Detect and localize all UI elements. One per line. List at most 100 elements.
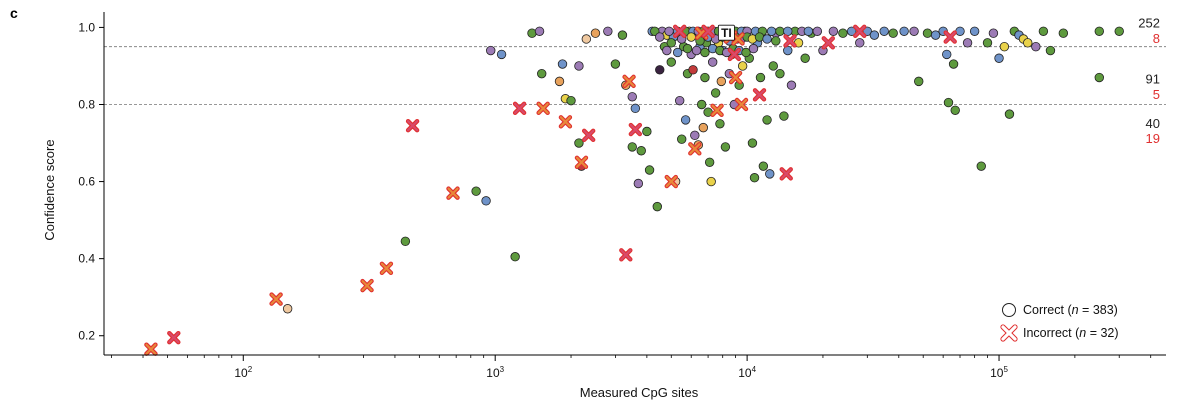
correct-point-2 [471,186,481,196]
incorrect-point-5 [405,118,420,133]
incorrect-point-25 [779,167,793,181]
incorrect-point-14 [628,122,643,137]
x-tick-label-2: 104 [738,365,756,380]
correct-point-94 [838,28,848,38]
incorrect-point-1 [167,330,181,345]
incorrect-point-23 [734,97,749,112]
correct-point-57 [707,57,718,67]
correct-point-13 [566,95,576,106]
correct-point-127 [1058,28,1069,38]
correct-point-157 [686,32,696,42]
correct-point-104 [922,28,933,38]
incorrect-point-28 [853,24,867,38]
incorrect-point-22 [728,70,743,85]
incorrect-point-0 [144,342,158,356]
correct-point-45 [688,65,698,75]
correct-point-107 [942,49,952,60]
correct-point-74 [747,138,758,148]
incorrect-point-3 [360,278,374,293]
correct-point-79 [762,115,772,125]
correct-point-173 [691,45,702,56]
correct-point-56 [706,176,716,187]
x-tick-label-1: 103 [486,365,504,380]
correct-point-128 [1094,72,1104,83]
correct-point-10 [554,76,565,87]
correct-point-81 [768,61,778,71]
correct-point-150 [775,26,785,36]
correct-point-124 [1031,41,1041,52]
correct-point-108 [943,97,954,108]
correct-point-46 [690,130,700,141]
correct-point-172 [682,43,693,54]
incorrect-point-30 [731,32,745,46]
correct-point-9 [537,68,547,79]
y-axis-label: Confidence score [42,139,57,240]
correct-point-1 [400,236,411,247]
y-tick-label-4: 0.2 [78,329,95,343]
incorrect-point-4 [379,261,394,275]
correct-point-20 [610,59,621,69]
correct-point-28 [642,126,652,137]
correct-point-26 [633,178,644,189]
correct-point-4 [486,45,496,56]
correct-point-75 [749,173,760,183]
incorrect-point-31 [701,24,715,38]
correct-point-99 [879,26,889,36]
correct-point-38 [674,95,685,106]
correct-point-130 [1114,26,1124,36]
correct-point-114 [976,161,986,171]
correct-point-97 [862,26,873,36]
correct-point-6 [510,252,520,262]
band-count-3: 5 [1153,87,1160,102]
band-count-5: 19 [1146,131,1160,146]
incorrect-point-29 [943,30,957,44]
correct-point-95 [846,26,857,36]
band-count-0: 252 [1138,16,1160,31]
correct-point-23 [627,92,637,102]
correct-point-62 [716,76,727,87]
correct-point-0 [282,304,293,314]
correct-point-19 [603,26,613,36]
data-points [144,24,1124,356]
correct-point-85 [783,45,793,56]
correct-point-24 [630,103,641,114]
legend-incorrect-marker [1000,324,1018,342]
y-tick-label-1: 0.8 [78,97,95,111]
legend-label-incorrect: Incorrect (n = 32) [1023,326,1119,340]
correct-point-105 [930,30,941,40]
correct-point-93 [828,26,839,36]
correct-point-14 [574,61,584,71]
incorrect-point-16 [673,24,687,38]
correct-point-109 [948,59,959,69]
correct-point-27 [636,146,646,156]
correct-point-125 [1038,26,1049,36]
correct-point-133 [664,26,674,36]
correct-point-153 [803,26,814,36]
incorrect-point-24 [752,88,767,102]
correct-point-151 [783,26,793,36]
correct-point-126 [1045,45,1056,56]
correct-point-110 [950,105,960,115]
incorrect-point-13 [622,74,636,89]
correct-point-119 [1004,109,1015,119]
correct-point-77 [755,72,766,83]
correct-point-84 [779,111,789,121]
correct-point-64 [720,142,731,152]
correct-point-25 [627,142,637,152]
annotation-text: TI [721,26,732,40]
correct-point-61 [715,119,725,129]
correct-point-41 [680,115,691,125]
correct-point-123 [1023,38,1033,48]
correct-point-170 [662,45,672,56]
correct-point-115 [982,38,993,48]
correct-point-50 [696,99,707,110]
incorrect-point-9 [558,115,573,129]
correct-point-91 [812,26,823,36]
y-tick-label-0: 1.0 [78,20,95,34]
correct-point-174 [700,47,710,58]
correct-point-39 [677,134,687,144]
correct-point-51 [698,122,709,133]
correct-point-18 [590,28,601,38]
